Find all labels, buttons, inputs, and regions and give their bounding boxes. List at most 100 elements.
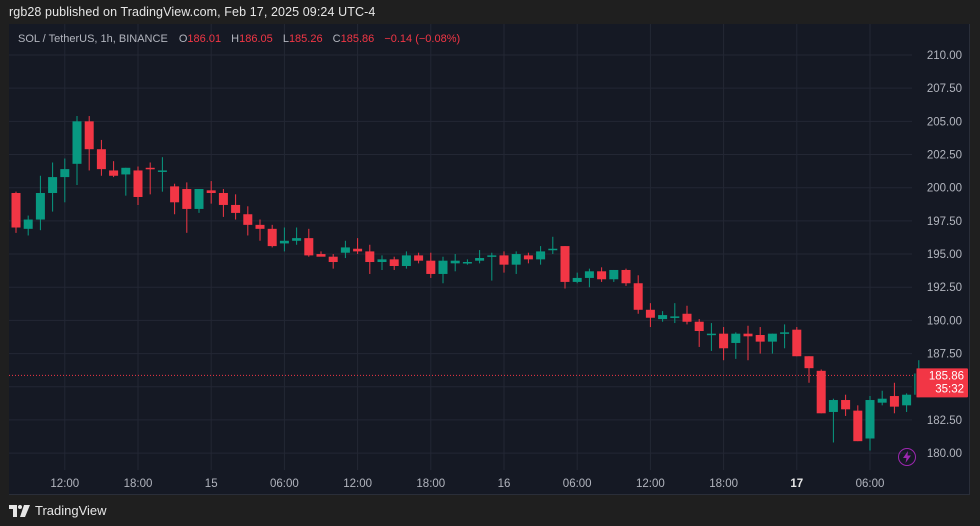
candle[interactable]	[84, 116, 94, 171]
candle[interactable]	[560, 246, 570, 289]
candle[interactable]	[511, 251, 521, 274]
y-axis-tick: 190.00	[927, 315, 962, 327]
high-value: 186.05	[239, 33, 273, 45]
candle[interactable]	[121, 167, 131, 196]
candle[interactable]	[328, 254, 338, 269]
open-label: O	[178, 33, 188, 45]
candle[interactable]	[316, 251, 326, 257]
candle[interactable]	[780, 324, 790, 349]
candle[interactable]	[523, 252, 533, 264]
candle[interactable]	[218, 189, 228, 217]
candle[interactable]	[804, 356, 814, 383]
last-price-value: 185.86	[929, 370, 964, 382]
y-axis-tick: 202.50	[927, 150, 962, 162]
candle[interactable]	[279, 227, 289, 252]
y-axis-tick: 210.00	[927, 50, 962, 62]
candle[interactable]	[731, 332, 741, 359]
x-axis-tick: 06:00	[270, 478, 299, 490]
candle[interactable]	[426, 252, 436, 278]
candle[interactable]	[194, 189, 204, 213]
y-axis-tick: 207.50	[927, 83, 962, 95]
candle[interactable]	[206, 181, 216, 204]
candle[interactable]	[255, 219, 265, 241]
candle[interactable]	[902, 393, 912, 412]
candle[interactable]	[231, 194, 241, 220]
candle[interactable]	[584, 268, 594, 288]
candle[interactable]	[621, 268, 631, 286]
candle[interactable]	[377, 255, 387, 270]
candle[interactable]	[414, 252, 424, 264]
y-axis-tick: 200.00	[927, 183, 962, 195]
candle[interactable]	[182, 182, 192, 233]
candle[interactable]	[475, 250, 485, 264]
candle[interactable]	[462, 259, 472, 265]
x-axis-tick: 06:00	[563, 478, 592, 490]
candle[interactable]	[499, 251, 509, 273]
chart-legend: SOL / TetherUS, 1h, BINANCE O186.01 H186…	[18, 33, 467, 45]
candle[interactable]	[353, 238, 363, 255]
candle[interactable]	[633, 275, 643, 314]
candle[interactable]	[365, 244, 375, 274]
tradingview-logo[interactable]: TradingView	[9, 503, 107, 518]
candle[interactable]	[877, 390, 887, 406]
candle[interactable]	[841, 394, 851, 416]
candle[interactable]	[48, 162, 58, 212]
candle[interactable]	[243, 206, 253, 236]
candle[interactable]	[145, 162, 155, 195]
candle[interactable]	[706, 323, 716, 351]
x-axis-tick: 17	[790, 478, 803, 490]
candle[interactable]	[609, 269, 619, 282]
candle[interactable]	[645, 303, 655, 328]
candle[interactable]	[536, 246, 546, 265]
open-value: 186.01	[187, 33, 222, 45]
candle[interactable]	[11, 191, 21, 233]
candle[interactable]	[572, 272, 582, 284]
symbol-label[interactable]: SOL / TetherUS, 1h, BINANCE	[18, 33, 168, 45]
candle[interactable]	[767, 333, 777, 354]
y-axis-tick: 182.50	[927, 415, 962, 427]
candle[interactable]	[72, 116, 82, 186]
candle[interactable]	[450, 254, 460, 272]
x-axis-tick: 15	[205, 478, 218, 490]
candle[interactable]	[487, 252, 497, 281]
candle[interactable]	[304, 228, 314, 257]
candle[interactable]	[670, 303, 680, 324]
candle[interactable]	[389, 256, 399, 270]
tradingview-logo-icon	[9, 504, 30, 517]
candle[interactable]	[109, 161, 119, 178]
candle[interactable]	[438, 256, 448, 284]
candle[interactable]	[889, 382, 899, 414]
candle[interactable]	[133, 166, 143, 205]
candle[interactable]	[743, 325, 753, 361]
candle[interactable]	[682, 305, 692, 325]
x-axis-tick: 12:00	[343, 478, 372, 490]
candle[interactable]	[340, 240, 350, 259]
candle[interactable]	[828, 398, 838, 443]
candle[interactable]	[157, 157, 167, 192]
candle[interactable]	[96, 139, 106, 176]
candle[interactable]	[816, 369, 826, 414]
candle[interactable]	[597, 267, 607, 282]
y-axis-tick: 192.50	[927, 282, 962, 294]
candle[interactable]	[35, 175, 45, 231]
candle[interactable]	[792, 327, 802, 357]
candle[interactable]	[853, 405, 863, 442]
candle[interactable]	[755, 327, 765, 354]
candle[interactable]	[401, 251, 411, 269]
chart-panel[interactable]	[9, 24, 970, 495]
candle[interactable]	[658, 311, 668, 322]
candle[interactable]	[292, 227, 302, 245]
candle[interactable]	[60, 158, 70, 203]
candle[interactable]	[23, 215, 33, 236]
lightning-bolt-icon[interactable]	[898, 448, 916, 466]
candle[interactable]	[548, 236, 558, 255]
candle[interactable]	[170, 183, 180, 215]
candle[interactable]	[267, 224, 277, 248]
candle[interactable]	[694, 319, 704, 347]
y-axis-tick: 187.50	[927, 349, 962, 361]
x-axis-tick: 12:00	[50, 478, 79, 490]
candle[interactable]	[719, 327, 729, 361]
candle[interactable]	[865, 396, 875, 451]
